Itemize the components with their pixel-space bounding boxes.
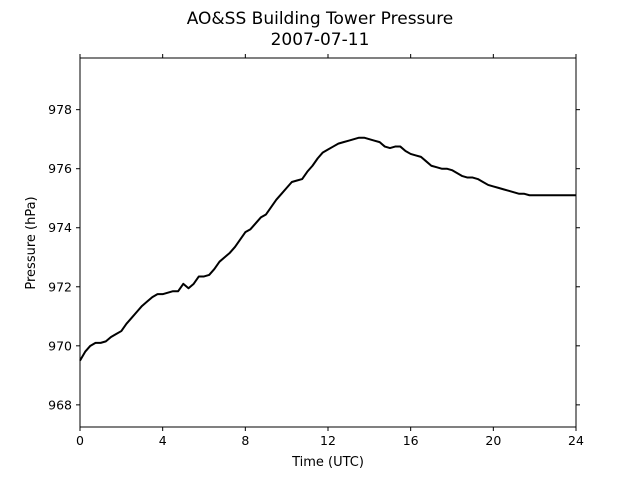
y-tick-label: 968 xyxy=(48,397,72,412)
y-axis-ticks: 968 970 972 974 976 978 xyxy=(48,102,580,412)
x-tick-label: 24 xyxy=(568,433,584,448)
x-tick-label: 12 xyxy=(320,433,336,448)
chart-subtitle: 2007-07-11 xyxy=(271,30,370,50)
y-tick-label: 972 xyxy=(48,279,72,294)
x-tick-label: 8 xyxy=(241,433,249,448)
y-tick-label: 974 xyxy=(48,220,72,235)
x-tick-label: 0 xyxy=(76,433,84,448)
chart-title: AO&SS Building Tower Pressure xyxy=(187,9,454,29)
y-tick-label: 970 xyxy=(48,338,72,353)
pressure-series-line xyxy=(79,136,576,362)
x-axis-label: Time (UTC) xyxy=(291,455,364,470)
x-tick-label: 4 xyxy=(159,433,167,448)
x-axis-ticks: 0 4 8 12 16 20 24 xyxy=(76,54,584,448)
x-tick-label: 16 xyxy=(403,433,419,448)
y-axis-label: Pressure (hPa) xyxy=(24,196,39,289)
y-tick-label: 978 xyxy=(48,102,72,117)
y-tick-label: 976 xyxy=(48,161,72,176)
plot-frame xyxy=(79,57,577,428)
x-tick-label: 20 xyxy=(485,433,501,448)
